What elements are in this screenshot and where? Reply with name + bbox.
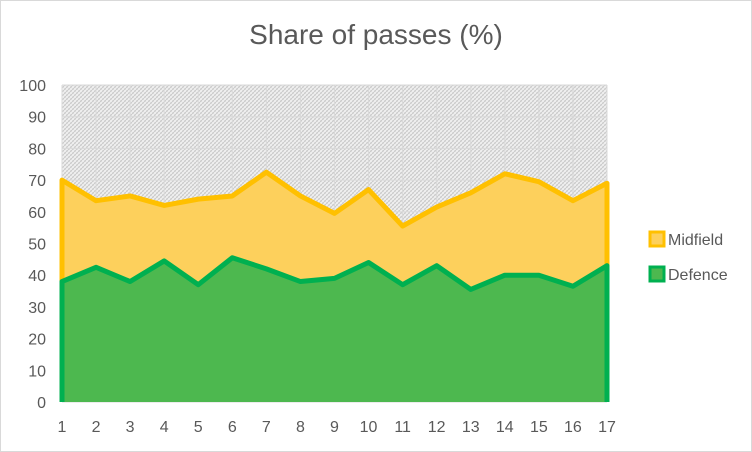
y-tick-label: 90: [28, 110, 46, 127]
x-tick-label: 11: [394, 419, 411, 436]
y-tick-label: 80: [28, 141, 46, 158]
x-tick-label: 14: [496, 419, 514, 436]
x-tick-label: 9: [330, 419, 339, 436]
y-tick-label: 40: [28, 268, 46, 285]
x-tick-label: 15: [530, 419, 548, 436]
x-tick-label: 1: [58, 419, 67, 436]
x-tick-label: 7: [262, 419, 271, 436]
x-tick-label: 13: [462, 419, 480, 436]
y-tick-label: 50: [28, 237, 46, 254]
x-tick-label: 12: [428, 419, 446, 436]
chart-title: Share of passes (%): [249, 19, 503, 50]
x-tick-label: 3: [126, 419, 135, 436]
y-tick-label: 60: [28, 205, 46, 222]
y-tick-label: 10: [28, 363, 46, 380]
x-tick-label: 5: [194, 419, 203, 436]
legend-label-midfield: Midfield: [668, 232, 723, 249]
legend-swatch-midfield: [648, 230, 666, 248]
legend-swatch-defence: [648, 265, 666, 283]
y-tick-label: 100: [19, 78, 46, 95]
series-lines: [59, 169, 610, 402]
x-tick-label: 2: [92, 419, 101, 436]
legend: Midfield Defence: [648, 230, 728, 284]
x-axis-ticks: 1 2 3 4 5 6 7 8 9 10 11 12 13 14 15 16 17: [58, 419, 616, 436]
y-tick-label: 70: [28, 173, 46, 190]
y-tick-label: 0: [37, 395, 46, 412]
area-defence: [62, 257, 607, 402]
x-tick-label: 4: [160, 419, 169, 436]
series-areas: [62, 172, 607, 402]
x-tick-label: 8: [296, 419, 305, 436]
x-tick-label: 17: [598, 419, 616, 436]
y-axis-ticks: 0 10 20 30 40 50 60 70 80 90 100: [19, 78, 46, 412]
y-tick-label: 30: [28, 300, 46, 317]
x-tick-label: 16: [564, 419, 582, 436]
y-tick-label: 20: [28, 332, 46, 349]
x-tick-label: 6: [228, 419, 237, 436]
x-tick-label: 10: [360, 419, 378, 436]
legend-label-defence: Defence: [668, 267, 728, 284]
